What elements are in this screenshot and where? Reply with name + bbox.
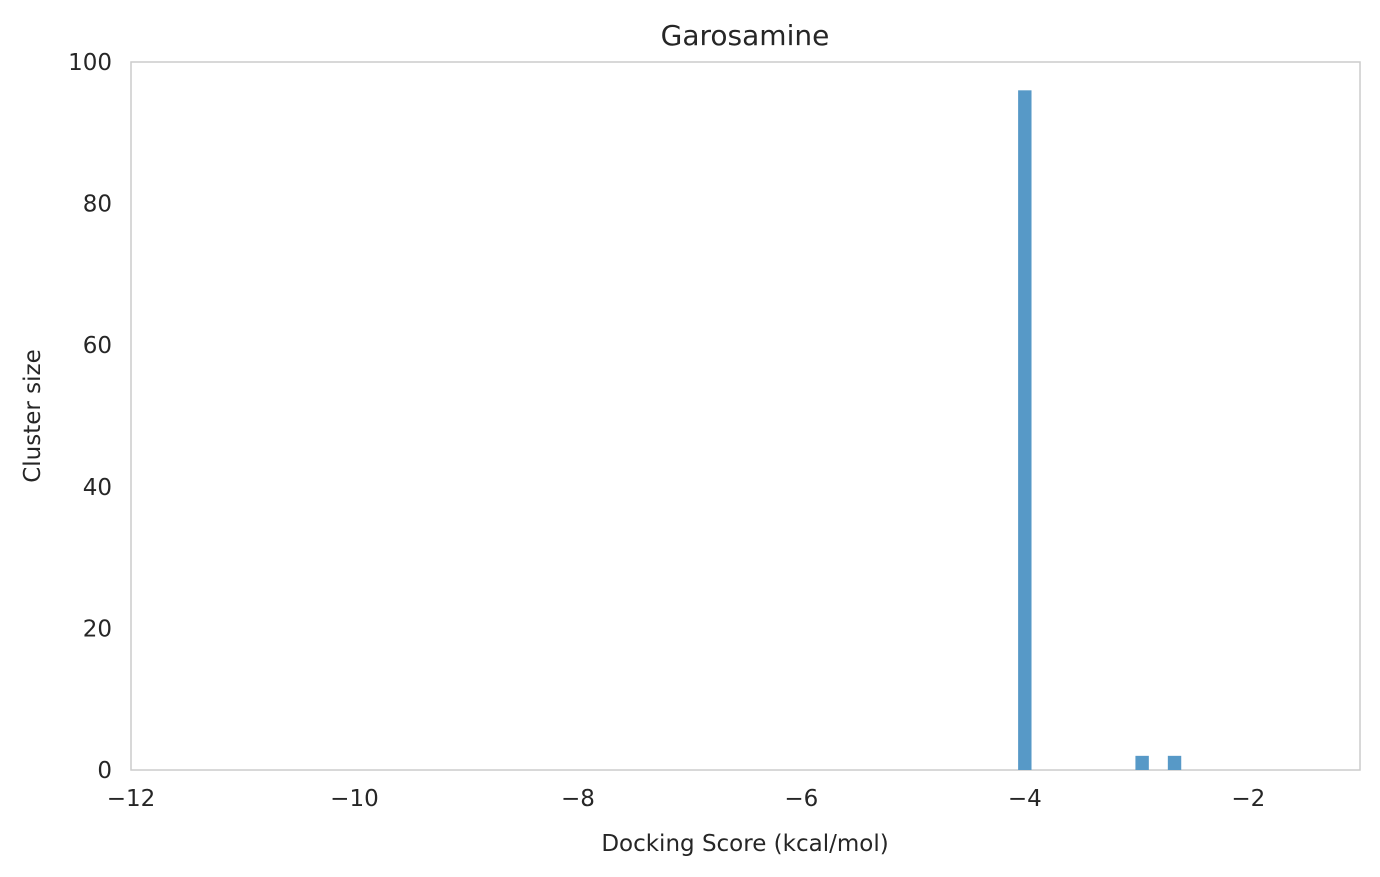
y-tick-label: 100 [68, 50, 112, 76]
x-tick-label: −2 [1231, 786, 1265, 812]
y-axis-label: Cluster size [20, 349, 46, 483]
y-tick-labels: 0 20 40 60 80 100 [68, 50, 112, 784]
y-tick-label: 20 [83, 616, 112, 642]
x-tick-label: −8 [561, 786, 595, 812]
x-tick-label: −6 [784, 786, 818, 812]
x-tick-labels: −12 −10 −8 −6 −4 −2 [107, 786, 1265, 812]
bar-0 [1018, 90, 1032, 770]
y-tick-label: 80 [83, 192, 112, 218]
bars-group [1018, 90, 1182, 770]
y-tick-label: 60 [83, 333, 112, 359]
x-axis-label: Docking Score (kcal/mol) [601, 831, 888, 857]
x-tick-label: −12 [107, 786, 156, 812]
plot-area [130, 61, 1361, 771]
x-tick-label: −4 [1008, 786, 1042, 812]
y-tick-label: 40 [83, 475, 112, 501]
chart-title: Garosamine [661, 19, 830, 52]
x-tick-label: −10 [330, 786, 379, 812]
y-tick-label: 0 [97, 758, 112, 784]
bar-1 [1135, 755, 1149, 770]
bar-2 [1167, 755, 1182, 770]
